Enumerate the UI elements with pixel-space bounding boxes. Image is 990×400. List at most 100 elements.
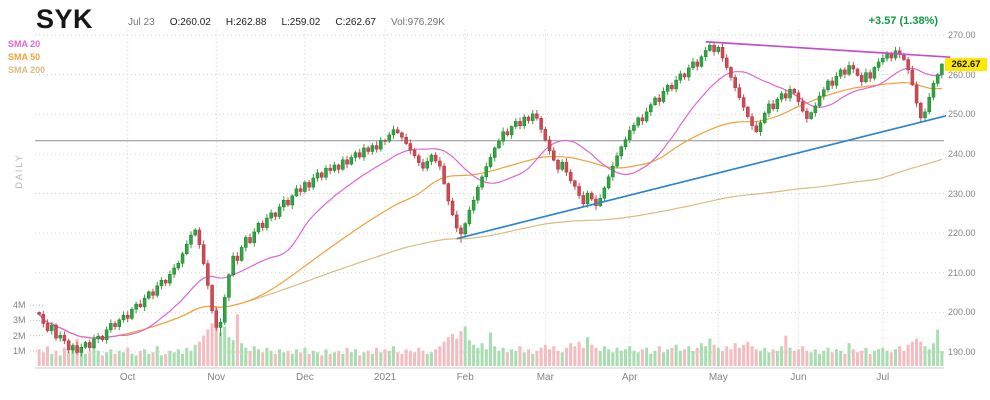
volume-bar xyxy=(872,350,876,366)
candle-body xyxy=(362,147,366,158)
volume-bar xyxy=(868,353,872,366)
volume-bar xyxy=(847,343,851,366)
date-axis-label: May xyxy=(708,372,728,383)
volume-bar xyxy=(231,340,235,366)
candle-body xyxy=(320,172,324,178)
volume-bar xyxy=(290,353,294,366)
volume-bar xyxy=(121,352,125,366)
candle-body xyxy=(632,125,636,131)
volume-bar xyxy=(467,340,471,366)
candle-body xyxy=(142,297,147,308)
candle-body xyxy=(876,61,881,68)
volume-bar xyxy=(210,323,214,366)
volume-bar xyxy=(197,341,201,366)
volume-bar xyxy=(539,347,543,366)
volume-bar xyxy=(79,349,83,366)
candle-body xyxy=(206,263,210,286)
volume-bar xyxy=(725,346,729,366)
volume-bar xyxy=(113,353,117,366)
volume-bar xyxy=(328,353,332,366)
volume-bar xyxy=(147,353,151,366)
candle-body xyxy=(779,93,784,100)
candle-body xyxy=(455,214,459,229)
candle-body xyxy=(514,121,518,127)
volume-bar xyxy=(67,352,71,366)
candle-body xyxy=(935,74,940,84)
volume-bar xyxy=(41,352,45,366)
volume-axis-label: 4M xyxy=(13,300,26,311)
candle-body xyxy=(463,223,467,235)
candle-body xyxy=(324,167,328,178)
volume-bar xyxy=(421,350,425,366)
volume-bar xyxy=(792,350,796,366)
volume-bar xyxy=(341,353,345,366)
volume-bar xyxy=(607,349,611,366)
candle-body xyxy=(838,69,843,77)
candle-body xyxy=(341,159,345,170)
volume-bar xyxy=(185,347,189,366)
volume-bar xyxy=(801,346,805,366)
candle-body xyxy=(214,310,219,328)
candle-body xyxy=(256,222,261,233)
volume-bar xyxy=(307,353,311,366)
candle-body xyxy=(800,101,805,112)
volume-bar xyxy=(476,347,480,366)
volume-bar xyxy=(822,350,826,366)
candle-body xyxy=(100,335,105,340)
volume-bar xyxy=(488,332,493,366)
volume-bar xyxy=(227,337,231,366)
candle-body xyxy=(703,50,708,58)
candle-body xyxy=(851,65,856,70)
candle-body xyxy=(729,67,733,78)
volume-bar xyxy=(130,353,134,366)
candle-body xyxy=(560,161,564,170)
volume-bar xyxy=(505,352,509,366)
volume-bar xyxy=(805,350,809,366)
volume-bar xyxy=(117,350,121,366)
volume-bar xyxy=(923,346,927,366)
candle-body xyxy=(539,117,543,130)
candle-body xyxy=(193,229,197,236)
volume-bar xyxy=(455,338,459,366)
volume-bar xyxy=(92,347,96,366)
volume-bar xyxy=(564,347,568,366)
candle-body xyxy=(881,58,885,63)
volume-bar xyxy=(54,350,58,366)
volume-bar xyxy=(640,349,644,366)
volume-bar xyxy=(645,347,649,366)
volume-bar xyxy=(543,344,547,366)
candle-body xyxy=(303,182,307,192)
volume-bar xyxy=(902,350,906,366)
volume-bar xyxy=(573,346,577,366)
volume-bar xyxy=(581,347,585,366)
candle-body xyxy=(817,95,822,107)
candle-body xyxy=(429,154,434,162)
candle-body xyxy=(92,338,96,348)
candle-body xyxy=(163,280,168,284)
candle-body xyxy=(906,59,910,71)
candle-body xyxy=(370,145,375,152)
volume-bar xyxy=(299,352,303,366)
candle-body xyxy=(492,147,497,158)
volume-bar xyxy=(687,346,691,366)
volume-bar xyxy=(906,344,910,366)
candle-body xyxy=(269,212,273,219)
volume-bar xyxy=(742,344,746,366)
volume-bar xyxy=(316,352,320,366)
candle-body xyxy=(885,53,889,59)
candle-body xyxy=(425,161,429,169)
candle-body xyxy=(45,323,50,331)
volume-bar xyxy=(50,353,54,366)
candle-body xyxy=(412,150,417,157)
candle-body xyxy=(71,345,75,351)
volume-bar xyxy=(362,352,366,366)
volume-bar xyxy=(438,346,442,366)
candle-body xyxy=(627,130,632,140)
candle-body xyxy=(547,139,552,151)
volume-bar xyxy=(893,349,897,366)
volume-bar xyxy=(881,347,885,366)
volume-bar xyxy=(294,349,298,366)
volume-bar xyxy=(96,350,100,366)
volume-bar xyxy=(189,350,193,366)
